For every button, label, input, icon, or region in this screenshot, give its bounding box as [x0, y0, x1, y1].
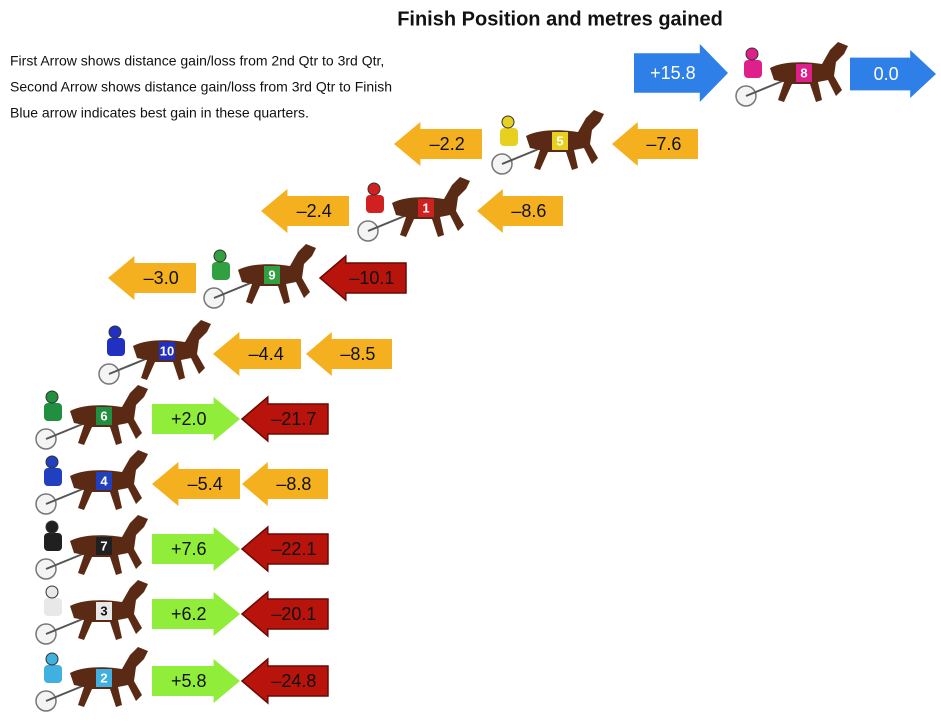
horse-icon: 10 [99, 320, 211, 384]
arrow: –20.1 [242, 592, 328, 636]
driver-helmet [46, 391, 58, 403]
horse-icon: 8 [736, 42, 848, 106]
horse-icon: 3 [36, 580, 148, 644]
arrow: –4.4 [213, 332, 301, 376]
arrow-label: –22.1 [271, 539, 316, 559]
driver-body [44, 665, 62, 683]
driver-helmet [214, 250, 226, 262]
arrow: +15.8 [634, 44, 728, 102]
arrow-label: –8.8 [276, 474, 311, 494]
horse-number: 5 [556, 133, 563, 148]
arrow-label: –4.4 [249, 344, 284, 364]
horse-icon: 2 [36, 647, 148, 711]
arrow: –8.5 [306, 332, 392, 376]
driver-helmet [46, 456, 58, 468]
arrow-label: –8.6 [511, 201, 546, 221]
driver-helmet [368, 183, 380, 195]
page: Finish Position and metres gained First … [0, 0, 941, 726]
driver-body [44, 403, 62, 421]
horse-number: 2 [100, 670, 107, 685]
arrow-label: –2.2 [430, 134, 465, 154]
driver-helmet [109, 326, 121, 338]
arrow: +5.8 [152, 659, 240, 703]
driver-body [212, 262, 230, 280]
horse-icon: 6 [36, 385, 148, 449]
arrow-label: –7.6 [646, 134, 681, 154]
arrow: –8.6 [477, 189, 563, 233]
horse-number: 3 [100, 603, 107, 618]
arrow-label: –21.7 [271, 409, 316, 429]
arrow: –2.4 [261, 189, 349, 233]
arrow: –5.4 [152, 462, 240, 506]
title: Finish Position and metres gained [397, 8, 723, 30]
driver-body [44, 533, 62, 551]
arrow-label: –10.1 [349, 268, 394, 288]
driver-body [44, 468, 62, 486]
arrow-label: –24.8 [271, 671, 316, 691]
arrow: –8.8 [242, 462, 328, 506]
arrow: +6.2 [152, 592, 240, 636]
horse-icon: 7 [36, 515, 148, 579]
arrow-label: –2.4 [297, 201, 332, 221]
horse-number: 4 [100, 473, 108, 488]
arrow: –7.6 [612, 122, 698, 166]
arrow-label: +15.8 [650, 63, 696, 83]
driver-body [500, 128, 518, 146]
note: First Arrow shows distance gain/loss fro… [10, 53, 384, 69]
arrow-label: +7.6 [171, 539, 207, 559]
driver-body [366, 195, 384, 213]
arrow-label: +6.2 [171, 604, 207, 624]
arrow: 0.0 [850, 50, 936, 98]
horse-number: 6 [100, 408, 107, 423]
horse-icon: 4 [36, 450, 148, 514]
horse-number: 1 [422, 200, 429, 215]
driver-helmet [746, 48, 758, 60]
horse-icon: 5 [492, 110, 604, 174]
arrow: –3.0 [108, 256, 196, 300]
driver-body [44, 598, 62, 616]
arrow: –22.1 [242, 527, 328, 571]
arrow-label: 0.0 [874, 64, 899, 84]
arrow: –2.2 [394, 122, 482, 166]
horse-icon: 9 [204, 244, 316, 308]
arrow-label: +5.8 [171, 671, 207, 691]
driver-body [107, 338, 125, 356]
driver-helmet [502, 116, 514, 128]
arrow: –24.8 [242, 659, 328, 703]
driver-helmet [46, 521, 58, 533]
horse-number: 10 [160, 343, 174, 358]
arrow: –10.1 [320, 256, 406, 300]
note: Second Arrow shows distance gain/loss fr… [10, 79, 392, 95]
horse-icon: 1 [358, 177, 470, 241]
infographic: Finish Position and metres gained First … [0, 0, 941, 726]
arrow: +2.0 [152, 397, 240, 441]
driver-helmet [46, 586, 58, 598]
horse-number: 7 [100, 538, 107, 553]
arrow-label: +2.0 [171, 409, 207, 429]
arrow-label: –5.4 [188, 474, 223, 494]
arrow: +7.6 [152, 527, 240, 571]
horse-number: 9 [268, 267, 275, 282]
note: Blue arrow indicates best gain in these … [10, 105, 309, 121]
arrow-label: –3.0 [144, 268, 179, 288]
driver-body [744, 60, 762, 78]
arrow-label: –8.5 [340, 344, 375, 364]
driver-helmet [46, 653, 58, 665]
horse-number: 8 [800, 65, 807, 80]
arrow-label: –20.1 [271, 604, 316, 624]
arrow: –21.7 [242, 397, 328, 441]
